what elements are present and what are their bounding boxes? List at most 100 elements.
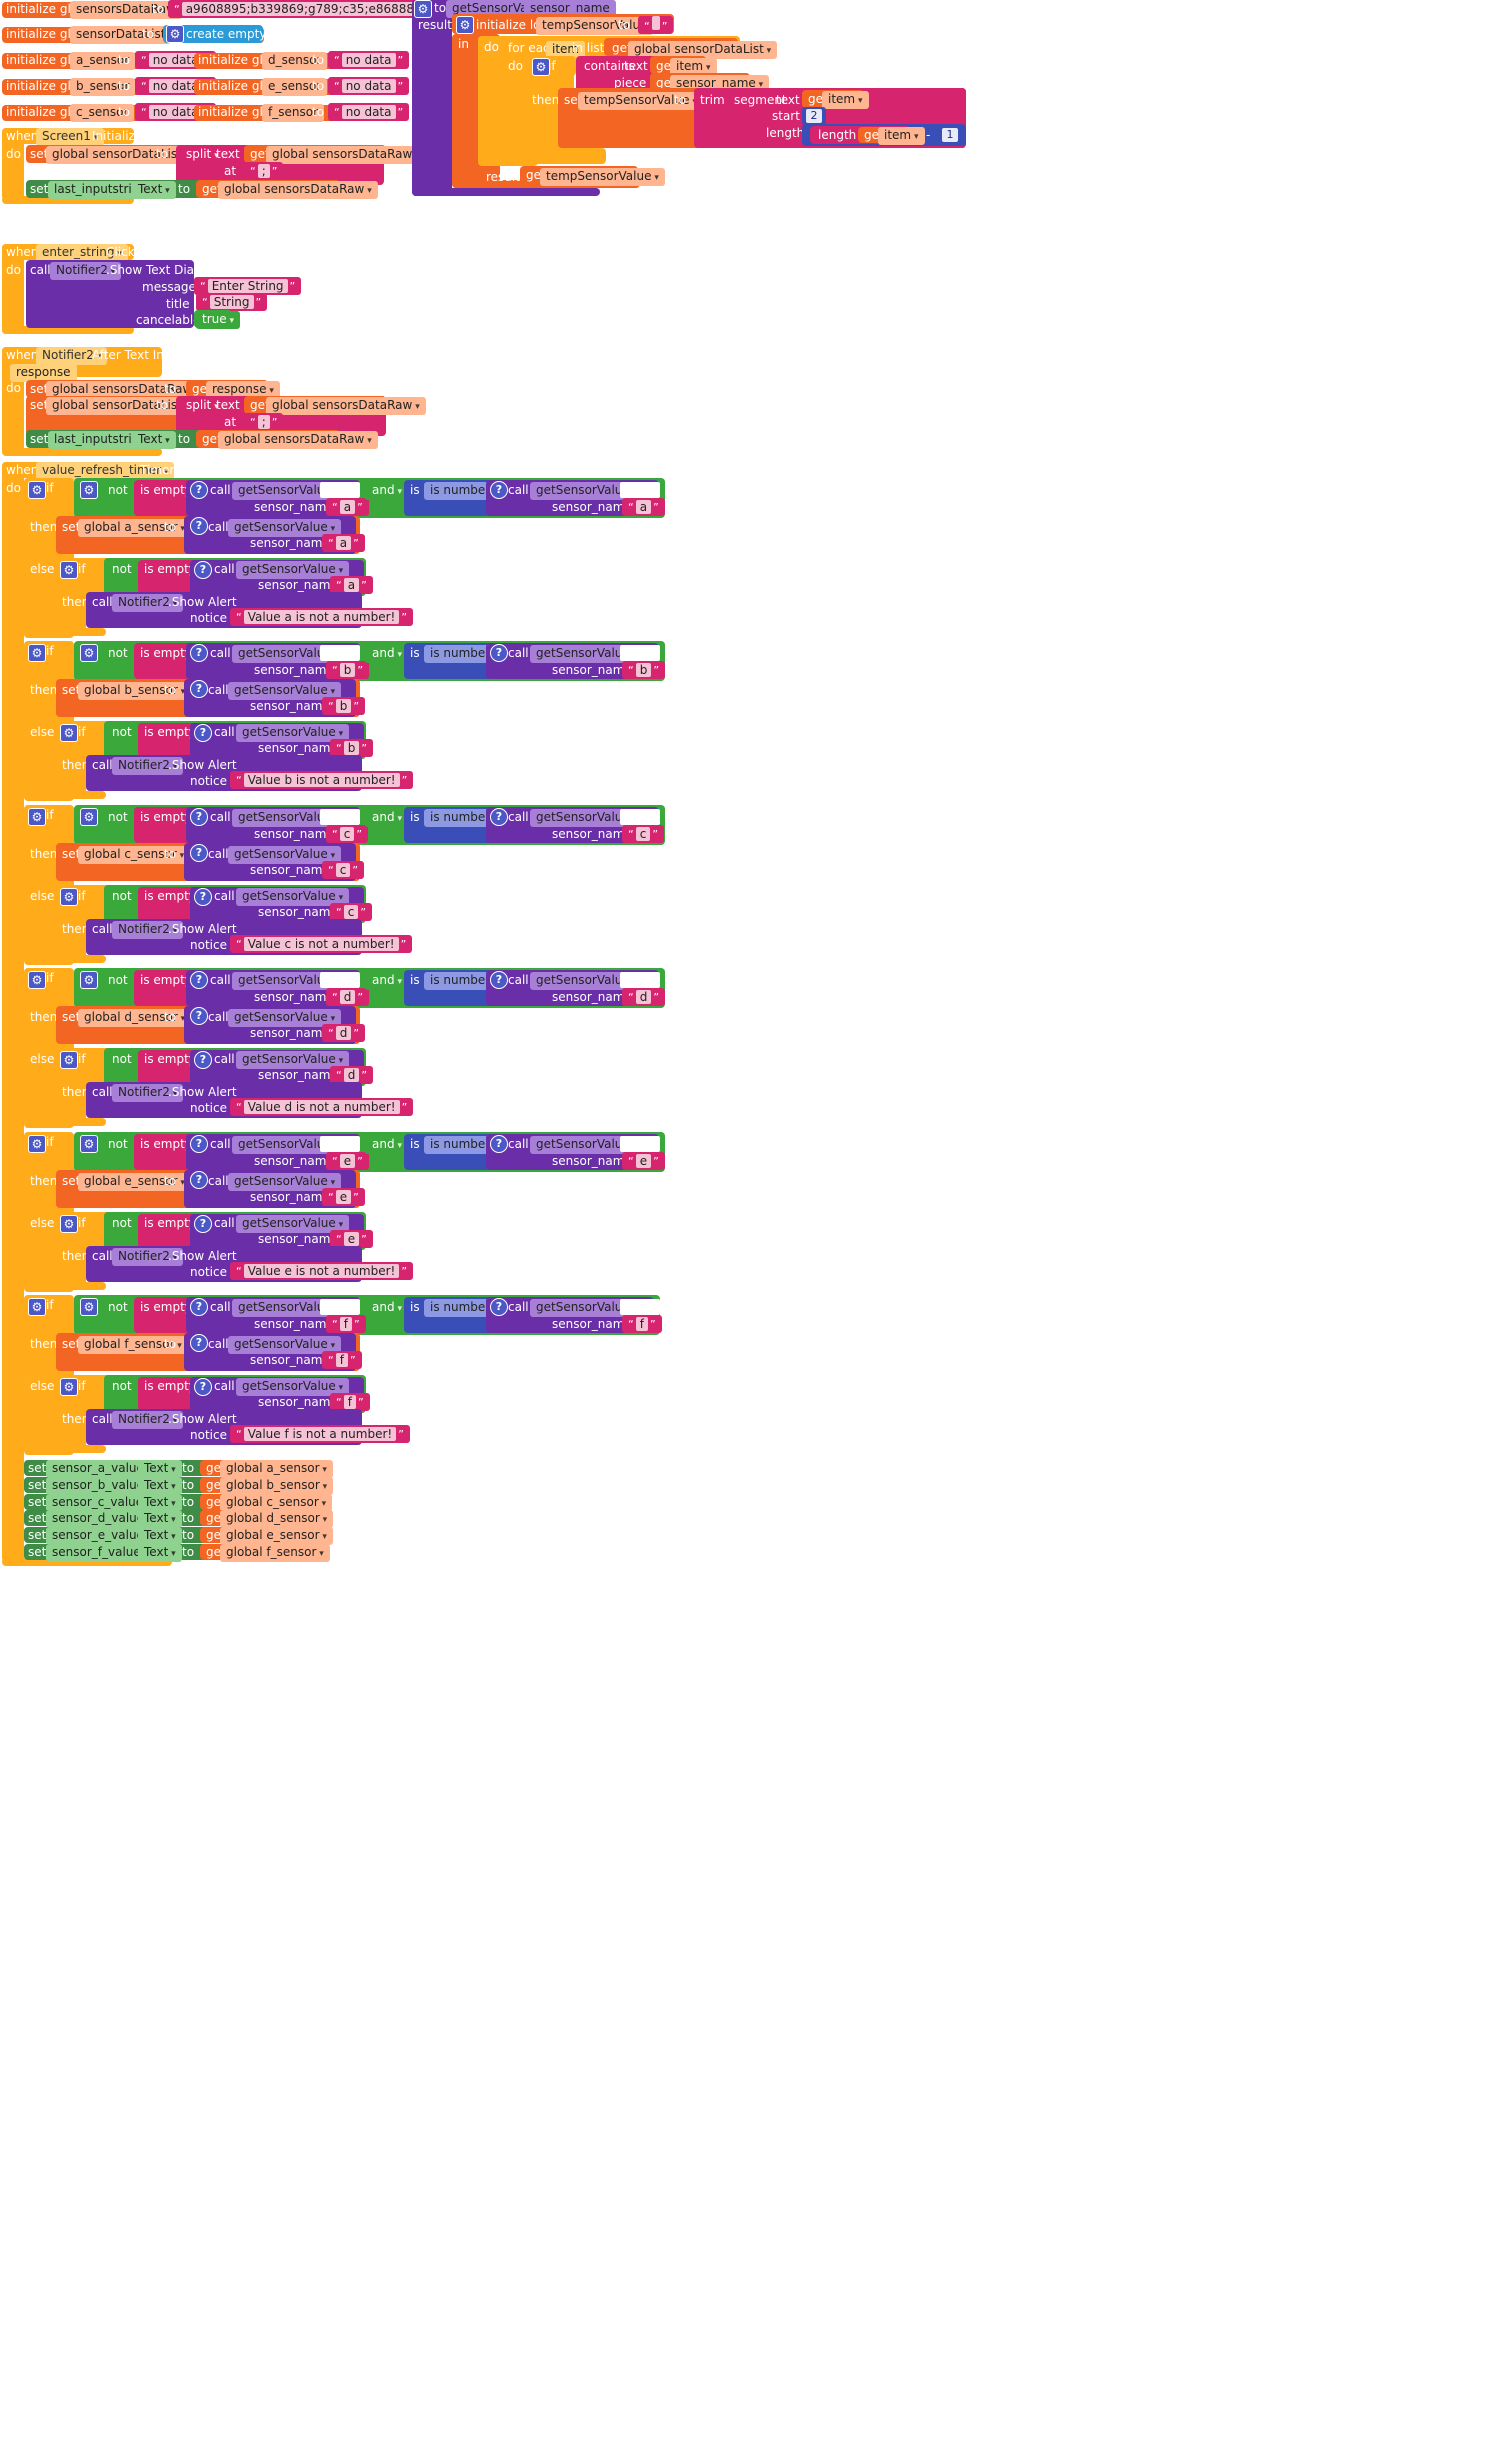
- gear-icon[interactable]: ⚙: [80, 1298, 98, 1316]
- text-value[interactable]: no data: [341, 105, 396, 119]
- gear-icon[interactable]: ⚙: [456, 16, 474, 34]
- text-value[interactable]: Value e is not a number!: [243, 1264, 400, 1278]
- message-string[interactable]: “Enter String”: [194, 277, 302, 295]
- property-dropdown[interactable]: Text: [138, 1510, 182, 1529]
- gear-icon[interactable]: ⚙: [414, 0, 432, 18]
- sensor-key-string[interactable]: “a”: [326, 498, 369, 516]
- variable-dropdown[interactable]: global b_sensor: [78, 682, 192, 700]
- gear-icon[interactable]: ⚙: [28, 644, 46, 662]
- component-dropdown[interactable]: sensor_b_value: [46, 1476, 158, 1495]
- help-icon[interactable]: ?: [194, 888, 212, 906]
- help-icon[interactable]: ?: [490, 1135, 508, 1153]
- component-dropdown[interactable]: sensor_e_value: [46, 1527, 158, 1546]
- variable-dropdown[interactable]: global e_sensor: [78, 1173, 191, 1191]
- text-value[interactable]: Enter String: [207, 279, 288, 293]
- text-value[interactable]: d: [335, 1026, 352, 1040]
- variable-dropdown[interactable]: global sensorDataList: [628, 41, 778, 59]
- text-value[interactable]: no data: [148, 53, 203, 67]
- text-value[interactable]: b: [335, 699, 352, 713]
- gear-icon[interactable]: ⚙: [28, 481, 46, 499]
- variable-dropdown[interactable]: tempSensorValue: [540, 168, 665, 186]
- help-icon[interactable]: ?: [490, 644, 508, 662]
- string-value-block[interactable]: “no data”: [328, 51, 410, 69]
- help-icon[interactable]: ?: [190, 481, 208, 499]
- parameter-field[interactable]: response: [10, 364, 77, 382]
- and-dropdown[interactable]: and: [366, 482, 408, 500]
- global-name-field[interactable]: a_sensor: [70, 52, 136, 70]
- boolean-dropdown[interactable]: true: [196, 311, 241, 329]
- text-value[interactable]: f: [335, 1353, 348, 1367]
- property-dropdown[interactable]: Text: [132, 431, 176, 449]
- variable-dropdown[interactable]: global c_sensor: [220, 1493, 333, 1512]
- variable-dropdown[interactable]: global d_sensor: [78, 1009, 192, 1027]
- event-block-body[interactable]: [2, 462, 24, 1562]
- global-name-field[interactable]: sensorsDataRaw: [70, 1, 182, 19]
- text-value[interactable]: ;: [257, 415, 270, 429]
- sensor-key-string[interactable]: “d”: [622, 988, 666, 1006]
- variable-dropdown[interactable]: global sensorsDataRaw: [266, 146, 426, 164]
- notifier-dropdown[interactable]: Notifier2: [112, 921, 184, 939]
- gear-icon[interactable]: ⚙: [166, 25, 184, 43]
- sensor-key-string[interactable]: “a”: [622, 498, 665, 516]
- gear-icon[interactable]: ⚙: [28, 1298, 46, 1316]
- inner-if-bottom[interactable]: [56, 791, 106, 799]
- gear-icon[interactable]: ⚙: [60, 561, 78, 579]
- property-dropdown[interactable]: Text: [138, 1460, 182, 1478]
- and-dropdown[interactable]: and: [366, 972, 408, 990]
- gear-icon[interactable]: ⚙: [28, 971, 46, 989]
- text-value[interactable]: no data: [341, 79, 396, 93]
- gear-icon[interactable]: ⚙: [60, 1378, 78, 1396]
- alert-string[interactable]: “Value e is not a number!”: [230, 1262, 414, 1280]
- alert-string[interactable]: “Value f is not a number!”: [230, 1425, 410, 1443]
- split-dropdown[interactable]: split: [180, 146, 225, 164]
- text-value[interactable]: e: [339, 1154, 356, 1168]
- property-dropdown[interactable]: Text: [138, 1544, 182, 1562]
- separator-string[interactable]: “;”: [244, 162, 284, 180]
- alert-string[interactable]: “Value a is not a number!”: [230, 608, 414, 626]
- separator-string[interactable]: “;”: [244, 413, 284, 431]
- and-dropdown[interactable]: and: [366, 809, 408, 827]
- component-dropdown[interactable]: Screen1: [36, 128, 105, 146]
- help-icon[interactable]: ?: [190, 680, 208, 698]
- gear-icon[interactable]: ⚙: [80, 971, 98, 989]
- split-dropdown[interactable]: split: [180, 397, 225, 415]
- text-value[interactable]: c: [335, 863, 351, 877]
- global-name-field[interactable]: e_sensor: [262, 78, 328, 96]
- sensor-key-string[interactable]: “b”: [330, 739, 374, 757]
- procedure-dropdown[interactable]: getSensorValue: [232, 1136, 346, 1154]
- event-block-bottom[interactable]: [2, 448, 162, 456]
- help-icon[interactable]: ?: [190, 1298, 208, 1316]
- procedure-dropdown[interactable]: getSensorValue: [236, 561, 350, 579]
- component-dropdown[interactable]: sensor_d_value: [46, 1510, 158, 1529]
- variable-dropdown[interactable]: response: [206, 381, 280, 399]
- gear-icon[interactable]: ⚙: [28, 1135, 46, 1153]
- number-block[interactable]: 1: [938, 126, 962, 144]
- global-name-field[interactable]: d_sensor: [262, 52, 328, 70]
- text-value[interactable]: a: [335, 536, 352, 550]
- text-value[interactable]: Value a is not a number!: [243, 610, 400, 624]
- notifier-dropdown[interactable]: Notifier2: [112, 1411, 184, 1429]
- help-icon[interactable]: ?: [194, 1051, 212, 1069]
- procedure-body[interactable]: [412, 0, 452, 196]
- variable-dropdown[interactable]: global sensorsDataRaw: [266, 397, 426, 415]
- variable-dropdown[interactable]: global d_sensor: [220, 1510, 334, 1529]
- procedure-dropdown[interactable]: getSensorValue: [236, 1215, 350, 1233]
- sensor-key-string[interactable]: “b”: [622, 661, 666, 679]
- text-value[interactable]: e: [335, 1190, 352, 1204]
- help-icon[interactable]: ?: [490, 1298, 508, 1316]
- sensor-key-string[interactable]: “f”: [330, 1393, 370, 1411]
- procedure-dropdown[interactable]: getSensorValue: [530, 482, 644, 500]
- procedure-dropdown[interactable]: getSensorValue: [530, 1299, 644, 1317]
- procedure-dropdown[interactable]: getSensorValue: [232, 809, 346, 827]
- text-value[interactable]: e: [343, 1232, 360, 1246]
- inner-if-bottom[interactable]: [56, 1282, 106, 1290]
- and-dropdown[interactable]: and: [366, 645, 408, 663]
- text-value[interactable]: e: [635, 1154, 652, 1168]
- gear-icon[interactable]: ⚙: [80, 644, 98, 662]
- variable-dropdown[interactable]: item: [670, 58, 717, 76]
- gear-icon[interactable]: ⚙: [60, 724, 78, 742]
- procedure-dropdown[interactable]: getSensorValue: [232, 1299, 346, 1317]
- component-dropdown[interactable]: value_refresh_timer: [36, 462, 175, 480]
- help-icon[interactable]: ?: [190, 971, 208, 989]
- sensor-key-string[interactable]: “c”: [322, 861, 365, 879]
